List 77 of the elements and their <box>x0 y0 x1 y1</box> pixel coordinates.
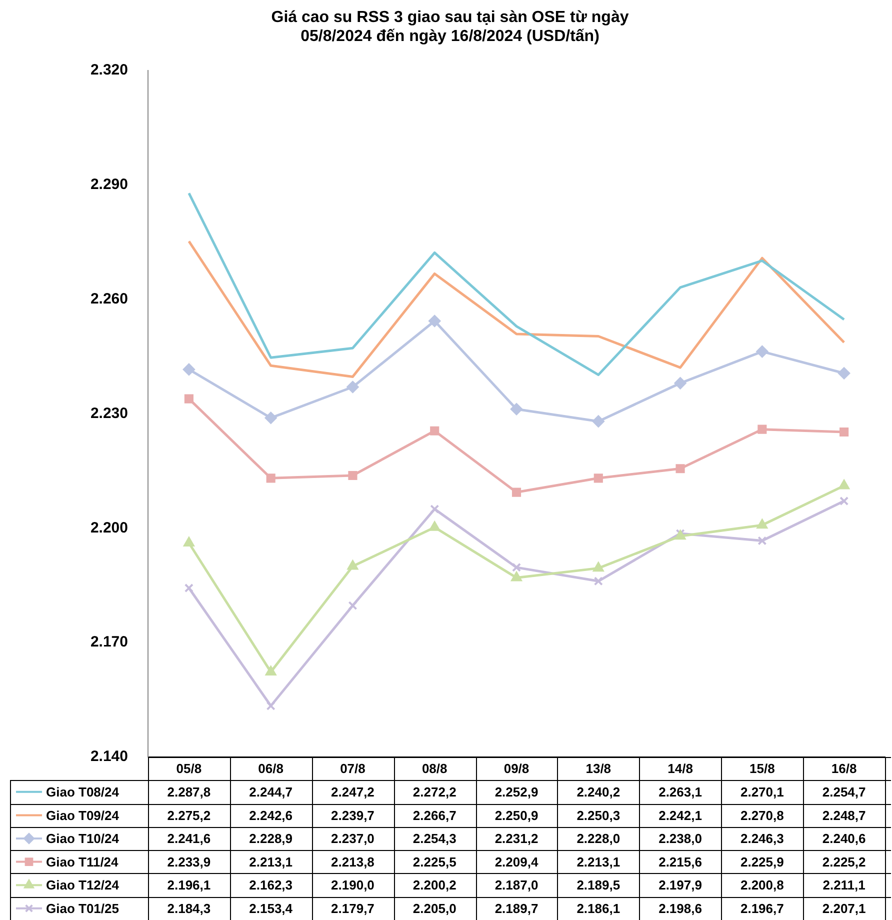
data-label: 2.184,3 <box>167 900 211 916</box>
data-label: 2.213,1 <box>576 854 620 870</box>
data-label: 2.189,7 <box>494 900 538 916</box>
data-label: 2.244,7 <box>249 784 293 800</box>
data-label: 2.252,9 <box>494 784 538 800</box>
x-tick-label: 15/8 <box>750 761 775 776</box>
x-tick-label: 05/8 <box>176 761 202 776</box>
y-tick-label: 2.260 <box>90 290 128 308</box>
data-label: 2.270,1 <box>740 784 784 800</box>
x-tick-label: 13/8 <box>586 761 612 776</box>
data-label: 2.207,1 <box>822 900 866 916</box>
data-label: 2.153,4 <box>249 900 294 916</box>
x-tick-label: 14/8 <box>668 761 693 776</box>
data-label: 2.225,2 <box>822 854 866 870</box>
chart-title: Giá cao su RSS 3 giao sau tại sàn OSE từ ngày 05/8/2024 đến ngày 16/8/2024 (USD/tấn) <box>271 9 629 46</box>
data-label: 2.231,2 <box>494 831 538 846</box>
data-label: 2.196,7 <box>740 900 784 916</box>
data-label: 2.200,2 <box>412 878 456 893</box>
data-label: 2.197,9 <box>658 878 702 893</box>
data-label: 2.275,2 <box>167 808 211 823</box>
data-label: 2.240,2 <box>576 784 620 800</box>
y-tick-label: 2.320 <box>90 62 128 79</box>
data-label: 2.287,8 <box>167 784 211 800</box>
data-label: 2.215,6 <box>658 854 702 870</box>
data-label: 2.248,7 <box>822 808 866 823</box>
data-label: 2.266,7 <box>412 808 456 823</box>
y-tick-label: 2.140 <box>90 748 128 766</box>
data-label: 2.225,9 <box>740 854 784 870</box>
data-label: 2.254,7 <box>822 784 866 800</box>
data-label: 2.272,2 <box>412 784 456 800</box>
legend-label: Giao T01/25 <box>46 900 119 916</box>
y-tick-label: 2.200 <box>90 519 128 536</box>
data-label: 2.239,7 <box>331 808 374 823</box>
x-tick-label: 07/8 <box>340 761 366 776</box>
x-tick-label: 16/8 <box>831 761 857 776</box>
data-label: 2.241,6 <box>167 831 211 846</box>
x-tick-label: 08/8 <box>422 761 448 776</box>
x-tick-label: 06/8 <box>258 761 284 776</box>
data-label: 2.242,6 <box>249 808 293 823</box>
data-label: 2.242,1 <box>658 808 702 823</box>
y-tick-label: 2.170 <box>90 634 128 651</box>
data-label: 2.228,9 <box>249 831 293 846</box>
data-label: 2.189,5 <box>576 878 620 893</box>
data-label: 2.179,7 <box>331 900 374 916</box>
data-label: 2.190,0 <box>331 878 374 893</box>
data-label: 2.237,0 <box>331 831 374 846</box>
x-tick-label: 09/8 <box>504 761 530 776</box>
legend-label: Giao T12/24 <box>46 878 120 893</box>
legend-label: Giao T11/24 <box>46 854 120 870</box>
legend-label: Giao T10/24 <box>46 831 120 846</box>
data-label: 2.211,1 <box>822 878 866 893</box>
data-label: 2.254,3 <box>412 831 456 846</box>
data-label: 2.213,1 <box>249 854 293 870</box>
data-label: 2.228,0 <box>576 831 620 846</box>
data-label: 2.250,9 <box>494 808 538 823</box>
data-label: 2.233,9 <box>167 854 211 870</box>
data-label: 2.196,1 <box>167 878 211 893</box>
data-label: 2.263,1 <box>658 784 702 800</box>
data-label: 2.209,4 <box>494 854 539 870</box>
data-label: 2.205,0 <box>412 900 456 916</box>
data-label: 2.187,0 <box>494 878 538 893</box>
legend-label: Giao T09/24 <box>46 808 120 823</box>
data-label: 2.213,8 <box>331 854 374 870</box>
y-tick-label: 2.230 <box>90 404 128 422</box>
legend-label: Giao T08/24 <box>46 784 120 800</box>
data-label: 2.250,3 <box>576 808 620 823</box>
data-label: 2.200,8 <box>740 878 784 893</box>
data-label: 2.162,3 <box>249 878 293 893</box>
data-label: 2.238,0 <box>658 831 702 846</box>
data-label: 2.225,5 <box>412 854 456 870</box>
data-label: 2.270,8 <box>740 808 784 823</box>
data-label: 2.247,2 <box>331 784 374 800</box>
data-label: 2.240,6 <box>822 831 866 846</box>
data-label: 2.246,3 <box>740 831 784 846</box>
data-label: 2.186,1 <box>576 900 620 916</box>
y-tick-label: 2.290 <box>90 176 128 193</box>
data-label: 2.198,6 <box>658 900 702 916</box>
